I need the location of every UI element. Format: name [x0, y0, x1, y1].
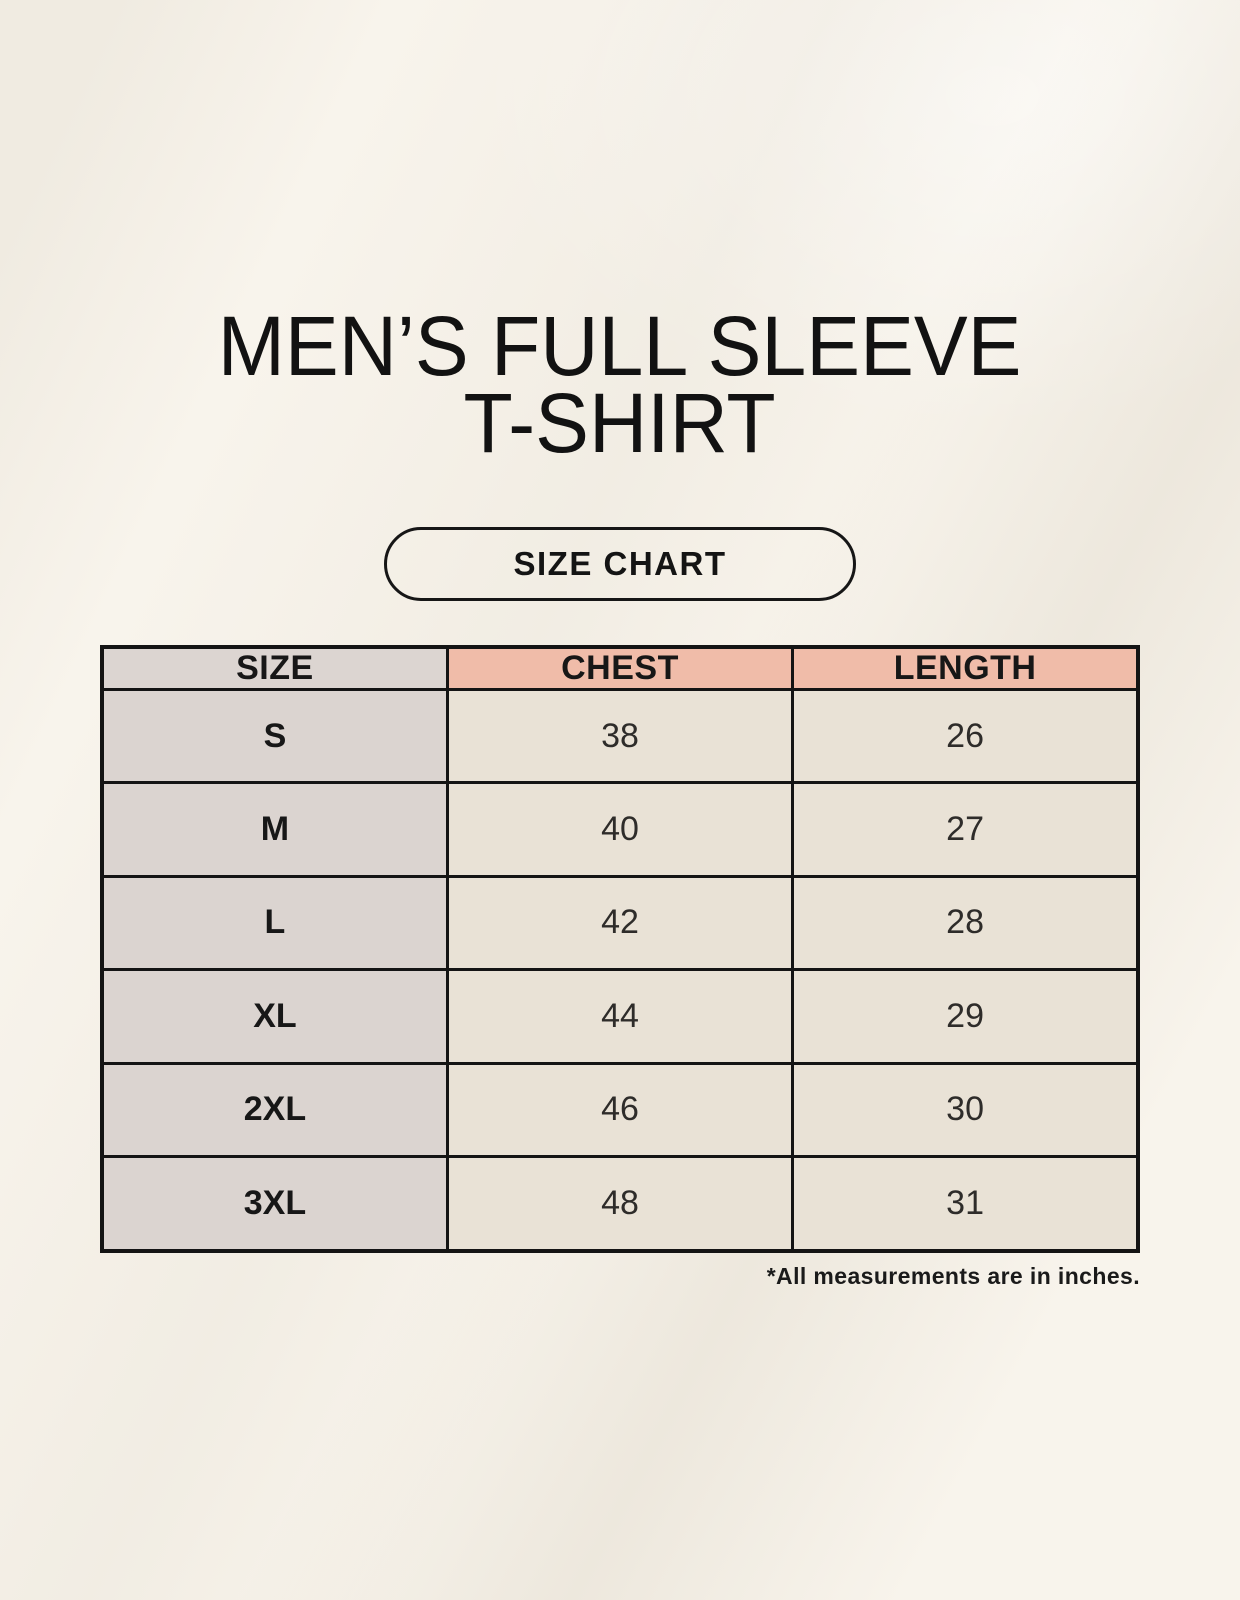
- size-cell: M: [100, 781, 449, 878]
- table-row-2xl: 2XL 46 30: [100, 1061, 1140, 1158]
- table-row-3xl: 3XL 48 31: [100, 1154, 1140, 1253]
- length-cell: 29: [791, 968, 1140, 1065]
- chest-cell: 42: [445, 874, 795, 972]
- measurement-footnote: *All measurements are in inches.: [766, 1263, 1140, 1289]
- length-cell: 30: [791, 1061, 1140, 1158]
- size-table-body: S 38 26 M 40 27 L 42 28 XL 44 29 2XL 46: [100, 687, 1140, 1253]
- product-title-line-2: T-SHIRT: [463, 376, 777, 470]
- product-title-line-1: MEN’S FULL SLEEVE: [218, 299, 1022, 393]
- size-cell: XL: [100, 968, 449, 1065]
- chest-cell: 38: [445, 687, 795, 785]
- table-row-xl: XL 44 29: [100, 968, 1140, 1065]
- size-cell: 2XL: [100, 1061, 449, 1158]
- size-cell: S: [100, 687, 449, 785]
- column-header-size: SIZE: [100, 645, 449, 691]
- column-header-chest: CHEST: [445, 645, 795, 691]
- column-header-length: LENGTH: [791, 645, 1140, 691]
- chest-cell: 46: [445, 1061, 795, 1158]
- chest-cell: 40: [445, 781, 795, 878]
- product-title: MEN’S FULL SLEEVE T-SHIRT: [0, 299, 1240, 470]
- table-row-m: M 40 27: [100, 781, 1140, 878]
- length-cell: 26: [791, 687, 1140, 785]
- chest-cell: 44: [445, 968, 795, 1065]
- size-cell: 3XL: [100, 1154, 449, 1253]
- size-table: SIZE CHEST LENGTH S 38 26 M 40 27 L 42 2…: [100, 645, 1140, 1253]
- chest-cell: 48: [445, 1154, 795, 1253]
- length-cell: 31: [791, 1154, 1140, 1253]
- size-table-header: SIZE CHEST LENGTH: [100, 645, 1140, 691]
- length-cell: 27: [791, 781, 1140, 878]
- table-row-l: L 42 28: [100, 874, 1140, 972]
- table-row-s: S 38 26: [100, 687, 1140, 785]
- header-row: SIZE CHEST LENGTH: [100, 645, 1140, 691]
- length-cell: 28: [791, 874, 1140, 972]
- size-chart-button[interactable]: SIZE CHART: [384, 527, 856, 601]
- size-chart-button-label: SIZE CHART: [513, 545, 727, 582]
- size-cell: L: [100, 874, 449, 972]
